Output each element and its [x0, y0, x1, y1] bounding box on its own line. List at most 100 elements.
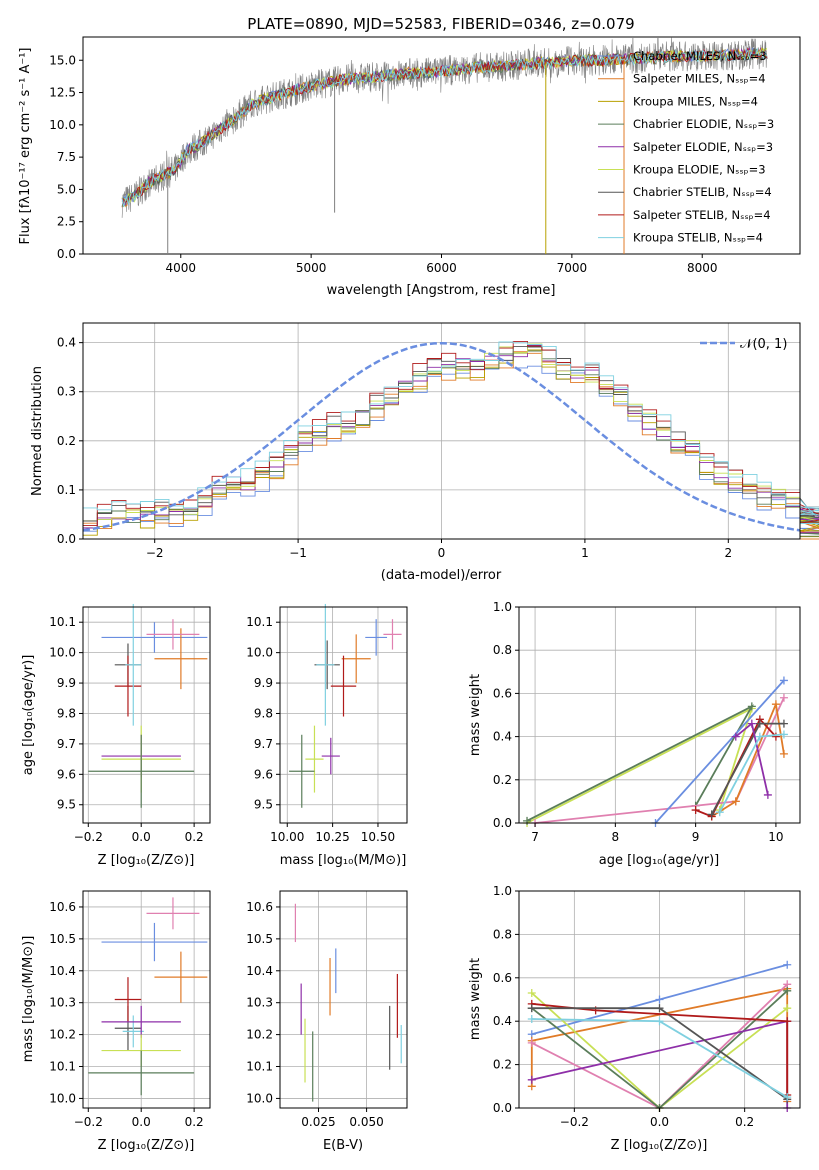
mE-y-tick-label: 10.4 — [246, 964, 273, 978]
ageM-y-tick-label: 10.0 — [246, 646, 273, 660]
legend-label-salpeter-miles: Salpeter MILES, Nₛₛₚ=4 — [633, 72, 766, 86]
residuals-y-ticks: 0.0 0.1 0.2 0.3 0.4 — [57, 336, 83, 546]
age-vs-mass-panel: 10.00 10.25 10.50 9.59.69.79.89.910.010.1 … — [246, 603, 408, 868]
mwAge-x-tick-label: 7 — [531, 830, 539, 844]
mwZ-y-tick-label: 0.0 — [493, 1101, 512, 1115]
spectrum-panel: PLATE=0890, MJD=52583, FIBERID=0346, z=0… — [18, 15, 801, 298]
mwAge-series-chabrier-miles — [654, 679, 785, 824]
spectrum-x-tick-label: 6000 — [426, 261, 457, 275]
resid-x-tick-label: −2 — [146, 546, 164, 560]
ageZ-y-tick-label: 9.5 — [57, 798, 76, 812]
mwAge-marker-salpeter-elodie — [731, 732, 740, 741]
mwZ-marker-chabrier-miles — [655, 995, 664, 1004]
mZ-y-tick-label: 10.0 — [49, 1091, 76, 1105]
ageZ-x-tick-label: 0.0 — [132, 830, 151, 844]
mwAge-marker-salpeter-stelib — [691, 806, 700, 815]
spectrum-y-ticks: 0.0 2.5 5.0 7.5 10.0 12.5 15.0 — [49, 53, 83, 261]
mZ-y-tick-label: 10.3 — [49, 996, 76, 1010]
age-vs-mass-x-ticks: 10.00 10.25 10.50 — [270, 823, 395, 844]
mwZ-y-tick-label: 0.2 — [493, 1058, 512, 1072]
age-vs-mass-plot-area — [289, 603, 402, 808]
spectrum-x-tick-label: 7000 — [557, 261, 588, 275]
mwZ-marker-salpeter-elodie — [527, 1075, 536, 1084]
resid-x-tick-label: 0 — [438, 546, 446, 560]
mwAge-marker-salpeter-miles — [771, 700, 780, 709]
weight-vs-age-x-ticks: 7 8 9 10 — [531, 823, 784, 844]
mZ-x-tick-label: −0.2 — [74, 1115, 103, 1129]
resid-x-tick-label: −1 — [289, 546, 307, 560]
weight-vs-age-grid — [519, 606, 800, 824]
weight-vs-age-frame — [518, 606, 801, 824]
mZ-x-tick-label: 0.2 — [185, 1115, 204, 1129]
mwZ-marker-kroupa-stelib — [655, 1017, 664, 1026]
ageZ-y-tick-label: 10.0 — [49, 646, 76, 660]
legend-label-kroupa-miles: Kroupa MILES, Nₛₛₚ=4 — [633, 94, 758, 108]
mE-y-tick-label: 10.0 — [246, 1091, 273, 1105]
residuals-x-ticks: −2 −1 0 1 2 — [146, 539, 732, 560]
spectrum-x-label: wavelength [Angstrom, rest frame] — [327, 283, 556, 298]
mwAge-x-tick-label: 10 — [768, 830, 783, 844]
weight-vs-age-y-label: mass weight — [468, 674, 483, 756]
mass-vs-ebv-x-ticks: 0.025 0.050 — [301, 1108, 384, 1129]
resid-x-tick-label: 1 — [581, 546, 589, 560]
histogram-salpeter-elodie — [83, 344, 819, 534]
mZ-y-tick-label: 10.4 — [49, 964, 76, 978]
mass-vs-ebv-plot-area — [294, 903, 402, 1102]
ageM-x-tick-label: 10.50 — [361, 830, 395, 844]
residuals-panel: −2 −1 0 1 2 0.0 0.1 0.2 0.3 0.4 (data-model)/err… — [30, 322, 819, 583]
legend-label-salpeter-stelib: Salpeter STELIB, Nₛₛₚ=4 — [633, 208, 771, 222]
mass-vs-ebv-y-ticks: 10.0 10.1 10.2 10.3 10.4 10.5 10.6 — [246, 900, 280, 1105]
spectrum-x-ticks: 4000 5000 6000 7000 8000 — [165, 254, 718, 275]
spectrum-y-tick-label: 12.5 — [49, 86, 76, 100]
ageZ-y-tick-label: 9.9 — [57, 676, 76, 690]
mass-vs-z-y-label: mass [log₁₀(M/M⊙)] — [21, 936, 36, 1063]
normal-curve — [82, 341, 801, 532]
spectrum-model-line-kroupa-stelib — [121, 47, 768, 208]
mass-vs-z-y-ticks: 10.0 10.1 10.2 10.3 10.4 10.5 10.6 — [49, 900, 83, 1105]
mwZ-marker-kroupa-elodie — [783, 1004, 792, 1013]
mwAge-x-tick-label: 8 — [612, 830, 620, 844]
age-vs-z-y-label: age [log₁₀(age/yr)] — [21, 655, 36, 776]
mZ-y-tick-label: 10.5 — [49, 932, 76, 946]
residuals-plot-area — [82, 340, 819, 540]
age-vs-z-frame — [82, 606, 211, 824]
legend-label-kroupa-stelib: Kroupa STELIB, Nₛₛₚ=4 — [633, 231, 763, 245]
ageZ-y-tick-label: 9.6 — [57, 767, 76, 781]
mwAge-y-tick-label: 1.0 — [493, 600, 512, 614]
resid-y-tick-label: 0.0 — [57, 532, 76, 546]
spectrum-y-tick-label: 2.5 — [57, 215, 76, 229]
mwAge-marker-chabrier-elodie — [523, 816, 532, 825]
age-vs-mass-x-label: mass [log₁₀(M/M⊙)] — [280, 853, 407, 868]
normal-legend-label: 𝒩(0, 1) — [740, 337, 787, 352]
mwAge-marker-salpeter-elodie — [763, 790, 772, 799]
age-vs-z-panel: −0.2 0.0 0.2 9.5 9.6 9.7 9.8 9.9 10.0 10.1 Z [lo… — [21, 603, 211, 868]
spectrum-x-tick-label: 5000 — [296, 261, 327, 275]
mwZ-marker-kroupa-stelib — [783, 1093, 792, 1102]
weight-vs-z-x-ticks: −0.2 0.0 0.2 — [560, 1108, 754, 1129]
spectrum-y-label: Flux [fλ10⁻¹⁷ erg cm⁻² s⁻¹ A⁻¹] — [18, 48, 33, 245]
ageZ-x-tick-label: −0.2 — [74, 830, 103, 844]
mwZ-marker-chabrier-elodie — [783, 986, 792, 995]
mass-vs-z-panel: −0.2 0.0 0.2 10.010.110.210.310.410.510.6 … — [21, 890, 211, 1153]
ageM-y-tick-label: 9.8 — [254, 706, 273, 720]
mass-vs-ebv-x-label: E(B-V) — [323, 1138, 363, 1153]
mwAge-marker-pink — [779, 693, 788, 702]
mwAge-y-tick-label: 0.8 — [493, 643, 512, 657]
weight-vs-z-panel: −0.2 0.0 0.2 0.0 0.2 0.4 0.6 0.8 1.0 Z [log₁₀(Z… — [468, 884, 801, 1153]
spectrum-y-tick-label: 0.0 — [57, 247, 76, 261]
mwZ-x-tick-label: 0.0 — [650, 1115, 669, 1129]
mwZ-marker-pink — [527, 1038, 536, 1047]
age-vs-z-plot-area — [88, 603, 208, 808]
weight-vs-z-y-label: mass weight — [468, 958, 483, 1040]
mwAge-marker-kroupa-stelib — [779, 730, 788, 739]
mwZ-marker-chabrier-stelib — [527, 1004, 536, 1013]
mwZ-y-tick-label: 0.8 — [493, 927, 512, 941]
spectrum-y-tick-label: 15.0 — [49, 53, 76, 67]
resid-x-tick-label: 2 — [724, 546, 732, 560]
spectrum-x-tick-label: 8000 — [687, 261, 718, 275]
spectrum-legend: Chabrier MILES, Nₛₛₚ=3 Salpeter MILES, Nₛ… — [598, 49, 774, 245]
mZ-y-tick-label: 10.6 — [49, 900, 76, 914]
mass-vs-ebv-frame — [279, 890, 408, 1109]
mE-y-tick-label: 10.2 — [246, 1028, 273, 1042]
